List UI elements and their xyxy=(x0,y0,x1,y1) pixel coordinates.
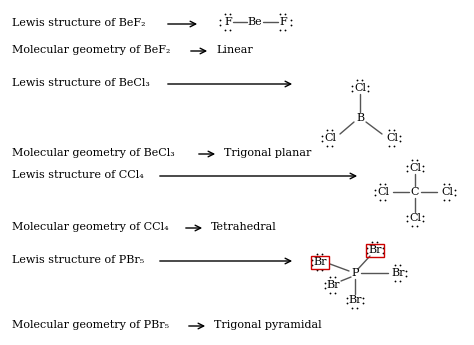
Text: Br: Br xyxy=(326,280,340,290)
Text: Cl: Cl xyxy=(409,213,421,223)
Text: Molecular geometry of BeCl₃: Molecular geometry of BeCl₃ xyxy=(12,148,175,158)
Text: B: B xyxy=(356,113,364,123)
Text: Molecular geometry of CCl₄: Molecular geometry of CCl₄ xyxy=(12,222,169,232)
Text: Trigonal pyramidal: Trigonal pyramidal xyxy=(214,320,322,330)
Text: Cl: Cl xyxy=(377,187,389,197)
Text: Cl: Cl xyxy=(324,133,336,143)
Text: Cl: Cl xyxy=(386,133,398,143)
Text: Lewis structure of PBr₅: Lewis structure of PBr₅ xyxy=(12,255,144,265)
Text: Linear: Linear xyxy=(216,45,253,55)
Text: Cl: Cl xyxy=(354,83,366,93)
Text: Trigonal planar: Trigonal planar xyxy=(224,148,311,158)
Text: Cl: Cl xyxy=(409,163,421,173)
Text: Br: Br xyxy=(368,245,382,255)
Text: Br: Br xyxy=(313,257,327,267)
Text: F: F xyxy=(224,17,232,27)
Text: Lewis structure of CCl₄: Lewis structure of CCl₄ xyxy=(12,170,144,180)
Text: Cl: Cl xyxy=(441,187,453,197)
Text: F: F xyxy=(279,17,287,27)
Text: Tetrahedral: Tetrahedral xyxy=(211,222,277,232)
Text: Be: Be xyxy=(248,17,262,27)
Text: Br: Br xyxy=(391,268,405,278)
Text: Molecular geometry of BeF₂: Molecular geometry of BeF₂ xyxy=(12,45,170,55)
Text: Br: Br xyxy=(348,295,362,305)
Text: P: P xyxy=(351,268,359,278)
Text: Lewis structure of BeF₂: Lewis structure of BeF₂ xyxy=(12,18,146,28)
Text: Lewis structure of BeCl₃: Lewis structure of BeCl₃ xyxy=(12,78,150,88)
Text: Molecular geometry of PBr₅: Molecular geometry of PBr₅ xyxy=(12,320,169,330)
Text: C: C xyxy=(411,187,419,197)
